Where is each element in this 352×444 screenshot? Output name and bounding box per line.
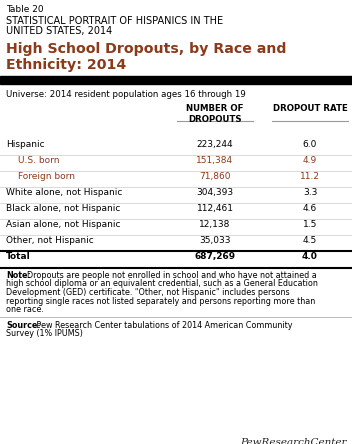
Text: 687,269: 687,269 bbox=[194, 252, 235, 261]
Text: Asian alone, not Hispanic: Asian alone, not Hispanic bbox=[6, 220, 120, 229]
Text: PewResearchCenter: PewResearchCenter bbox=[240, 438, 347, 444]
Text: 6.0: 6.0 bbox=[303, 140, 317, 149]
Text: 11.2: 11.2 bbox=[300, 172, 320, 181]
Text: 35,033: 35,033 bbox=[199, 236, 231, 245]
Text: Development (GED) certificate. "Other, not Hispanic" includes persons: Development (GED) certificate. "Other, n… bbox=[6, 288, 290, 297]
Text: 4.6: 4.6 bbox=[303, 204, 317, 213]
Text: high school diploma or an equivalent credential, such as a General Education: high school diploma or an equivalent cre… bbox=[6, 280, 318, 289]
Text: White alone, not Hispanic: White alone, not Hispanic bbox=[6, 188, 122, 197]
Text: High School Dropouts, by Race and: High School Dropouts, by Race and bbox=[6, 42, 287, 56]
Text: 12,138: 12,138 bbox=[199, 220, 231, 229]
Text: Universe: 2014 resident population ages 16 through 19: Universe: 2014 resident population ages … bbox=[6, 90, 246, 99]
Text: one race.: one race. bbox=[6, 305, 44, 314]
Text: 71,860: 71,860 bbox=[199, 172, 231, 181]
Text: UNITED STATES, 2014: UNITED STATES, 2014 bbox=[6, 26, 112, 36]
Text: Note:: Note: bbox=[6, 271, 31, 280]
Text: Total: Total bbox=[6, 252, 31, 261]
Text: Dropouts are people not enrolled in school and who have not attained a: Dropouts are people not enrolled in scho… bbox=[27, 271, 317, 280]
Text: Ethnicity: 2014: Ethnicity: 2014 bbox=[6, 58, 126, 72]
Text: Black alone, not Hispanic: Black alone, not Hispanic bbox=[6, 204, 120, 213]
Text: U.S. born: U.S. born bbox=[18, 156, 59, 165]
Text: 4.0: 4.0 bbox=[302, 252, 318, 261]
Text: 112,461: 112,461 bbox=[196, 204, 233, 213]
Text: Table 20: Table 20 bbox=[6, 5, 44, 14]
Text: 3.3: 3.3 bbox=[303, 188, 317, 197]
Text: reporting single races not listed separately and persons reporting more than: reporting single races not listed separa… bbox=[6, 297, 315, 305]
Text: Foreign born: Foreign born bbox=[18, 172, 75, 181]
Text: Pew Research Center tabulations of 2014 American Community: Pew Research Center tabulations of 2014 … bbox=[34, 321, 293, 329]
Text: Source:: Source: bbox=[6, 321, 40, 329]
Text: Survey (1% IPUMS): Survey (1% IPUMS) bbox=[6, 329, 83, 338]
Text: 223,244: 223,244 bbox=[197, 140, 233, 149]
Bar bbox=[0, 76, 352, 84]
Text: Hispanic: Hispanic bbox=[6, 140, 45, 149]
Text: 1.5: 1.5 bbox=[303, 220, 317, 229]
Text: 304,393: 304,393 bbox=[196, 188, 234, 197]
Text: 151,384: 151,384 bbox=[196, 156, 234, 165]
Text: NUMBER OF
DROPOUTS: NUMBER OF DROPOUTS bbox=[186, 104, 244, 124]
Text: DROPOUT RATE: DROPOUT RATE bbox=[273, 104, 347, 113]
Text: 4.9: 4.9 bbox=[303, 156, 317, 165]
Text: 4.5: 4.5 bbox=[303, 236, 317, 245]
Text: STATISTICAL PORTRAIT OF HISPANICS IN THE: STATISTICAL PORTRAIT OF HISPANICS IN THE bbox=[6, 16, 223, 26]
Text: Other, not Hispanic: Other, not Hispanic bbox=[6, 236, 94, 245]
